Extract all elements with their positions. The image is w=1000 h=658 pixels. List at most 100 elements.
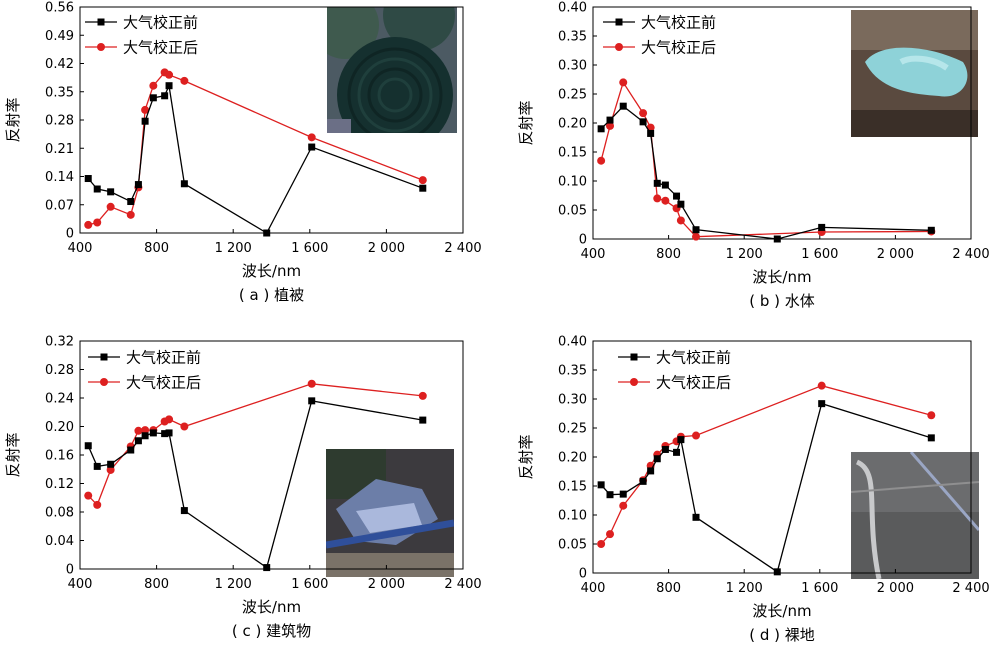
x-tick-label: 2 400 xyxy=(952,247,989,262)
before-marker xyxy=(927,434,935,442)
before-marker xyxy=(107,188,115,196)
x-tick-label: 1 600 xyxy=(291,241,328,256)
x-tick-label: 1 600 xyxy=(801,247,838,262)
before-marker xyxy=(673,192,681,200)
before-marker xyxy=(606,116,614,124)
after-marker xyxy=(661,196,670,205)
y-tick-label: 0.42 xyxy=(45,57,74,72)
y-tick-label: 0.04 xyxy=(45,534,74,549)
water-thumbnail xyxy=(851,10,978,137)
before-marker xyxy=(647,467,655,475)
y-tick-label: 0.15 xyxy=(558,146,587,161)
before-marker xyxy=(692,513,700,521)
x-axis-title: 波长/nm xyxy=(752,268,811,286)
y-tick-label: 0.05 xyxy=(558,204,587,219)
before-marker xyxy=(927,226,935,234)
before-marker xyxy=(107,460,115,468)
before-marker xyxy=(619,102,627,110)
after-marker xyxy=(180,422,189,431)
legend-marker xyxy=(100,378,108,386)
after-marker xyxy=(418,391,427,400)
y-tick-label: 0.16 xyxy=(45,449,74,464)
legend-label: 大气校正前 xyxy=(123,14,198,32)
before-marker xyxy=(619,490,627,498)
panel-caption: ( b ) 水体 xyxy=(749,292,815,310)
before-marker xyxy=(597,481,605,489)
after-marker xyxy=(597,540,606,548)
before-marker xyxy=(308,397,316,405)
after-marker xyxy=(165,70,174,79)
y-tick-label: 0.14 xyxy=(45,170,74,185)
y-tick-label: 0.35 xyxy=(558,30,587,45)
after-marker xyxy=(106,465,115,474)
y-tick-label: 0 xyxy=(66,227,74,242)
before-marker xyxy=(180,180,188,188)
y-tick-label: 0 xyxy=(66,563,74,578)
x-tick-label: 2 000 xyxy=(877,581,914,596)
series-line xyxy=(600,80,932,238)
x-tick-label: 800 xyxy=(656,581,681,596)
y-tick-label: 0.40 xyxy=(558,1,587,16)
legend-label: 大气校正前 xyxy=(126,349,201,367)
x-tick-label: 1 600 xyxy=(801,581,838,596)
x-axis-title: 波长/nm xyxy=(242,262,301,280)
before-marker xyxy=(149,94,157,102)
y-tick-label: 0.10 xyxy=(558,509,587,524)
y-tick-label: 0.49 xyxy=(45,29,74,44)
y-tick-label: 0.08 xyxy=(45,506,74,521)
y-tick-label: 0.24 xyxy=(45,392,74,407)
legend-marker xyxy=(615,18,623,26)
before-marker xyxy=(93,185,101,193)
after-marker xyxy=(606,121,615,130)
before-marker xyxy=(673,448,681,456)
y-tick-label: 0.30 xyxy=(558,59,587,74)
y-tick-label: 0 xyxy=(579,233,587,248)
before-marker xyxy=(165,429,173,437)
before-marker xyxy=(773,568,781,576)
series-line xyxy=(87,383,423,507)
x-tick-label: 2 400 xyxy=(952,581,989,596)
before-marker xyxy=(180,507,188,515)
chart-panel-4: 400 800 1 200 1 600 2 000 2 400 0 0.05 0.10 0.15 0… xyxy=(517,335,990,645)
before-marker xyxy=(818,223,826,231)
before-marker xyxy=(639,118,647,126)
before-marker xyxy=(127,198,135,206)
before-marker xyxy=(84,175,92,183)
x-tick-label: 800 xyxy=(144,241,169,256)
legend-label: 大气校正前 xyxy=(656,349,731,367)
x-tick-label: 800 xyxy=(656,247,681,262)
x-axis-title: 波长/nm xyxy=(752,602,811,620)
legend-label: 大气校正后 xyxy=(656,374,731,392)
before-marker xyxy=(677,200,685,208)
after-marker xyxy=(927,411,936,420)
panel-caption: ( c ) 建筑物 xyxy=(232,622,311,640)
series-line xyxy=(600,385,932,545)
before-marker xyxy=(773,235,781,243)
before-marker xyxy=(149,429,157,437)
y-tick-label: 0.10 xyxy=(558,175,587,190)
x-tick-label: 400 xyxy=(68,577,93,592)
panel-caption: ( d ) 裸地 xyxy=(749,626,815,644)
before-marker xyxy=(692,226,700,234)
before-marker xyxy=(419,416,427,424)
x-tick-label: 2 400 xyxy=(444,577,481,592)
x-tick-label: 2 000 xyxy=(877,247,914,262)
x-tick-label: 400 xyxy=(68,241,93,256)
after-marker xyxy=(418,176,427,185)
after-marker xyxy=(180,76,189,85)
before-marker xyxy=(263,564,271,572)
y-tick-label: 0 xyxy=(579,567,587,582)
bare-land-thumbnail xyxy=(851,452,979,579)
legend-label: 大气校正后 xyxy=(123,39,198,57)
before-marker xyxy=(653,179,661,187)
after-marker xyxy=(639,109,648,118)
x-tick-label: 400 xyxy=(581,581,606,596)
before-marker xyxy=(127,446,135,454)
y-tick-label: 0.25 xyxy=(558,88,587,103)
after-marker xyxy=(93,218,102,227)
legend-marker xyxy=(630,378,638,386)
